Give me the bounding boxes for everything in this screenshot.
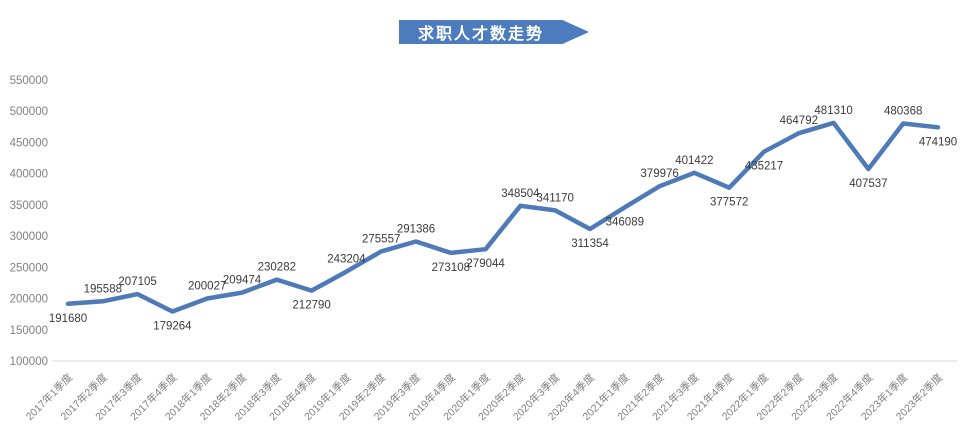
data-label: 195588 (84, 283, 122, 295)
data-label: 200027 (188, 281, 226, 293)
data-label: 435217 (745, 161, 783, 173)
data-label: 279044 (466, 258, 505, 270)
chart-title-banner: 求职人才数走势 (399, 20, 589, 44)
data-label: 209474 (223, 275, 262, 287)
data-label: 230282 (258, 262, 296, 274)
data-label: 341170 (536, 192, 574, 204)
data-label: 275557 (362, 233, 400, 245)
y-tick-label: 300000 (10, 231, 48, 243)
data-label: 401422 (675, 155, 713, 167)
data-label: 207105 (118, 276, 156, 288)
data-label: 481310 (814, 105, 852, 117)
series-line (65, 120, 941, 314)
y-tick-label: 100000 (10, 356, 48, 368)
data-label: 191680 (49, 313, 87, 325)
y-tick-label: 350000 (10, 200, 48, 212)
y-tick-label: 450000 (10, 137, 48, 149)
data-label: 464792 (780, 115, 818, 127)
data-label: 311354 (571, 238, 609, 250)
data-label: 179264 (153, 321, 192, 333)
y-tick-label: 250000 (10, 262, 48, 274)
data-label: 379976 (640, 168, 678, 180)
chart-title: 求职人才数走势 (417, 26, 544, 43)
y-tick-label: 200000 (10, 294, 48, 306)
y-tick-label: 400000 (10, 169, 48, 181)
data-label: 212790 (292, 300, 330, 312)
data-label: 243204 (327, 254, 366, 266)
data-label: 407537 (849, 178, 887, 190)
data-label: 377572 (710, 197, 748, 209)
y-tick-label: 150000 (10, 325, 48, 337)
y-tick-label: 550000 (10, 75, 48, 87)
data-label: 348504 (501, 188, 540, 200)
data-label: 291386 (397, 223, 435, 235)
data-label: 346089 (606, 216, 644, 228)
y-axis-labels: 100000 150000 200000 250000 300000 350000 4000… (10, 75, 48, 368)
data-label: 273108 (432, 262, 470, 274)
y-tick-label: 500000 (10, 106, 48, 118)
x-axis-labels: 2017年1季度2017年2季度2017年3季度2017年4季度2018年1季度… (23, 371, 945, 423)
data-label: 480368 (884, 105, 922, 117)
data-label: 474190 (919, 136, 957, 148)
